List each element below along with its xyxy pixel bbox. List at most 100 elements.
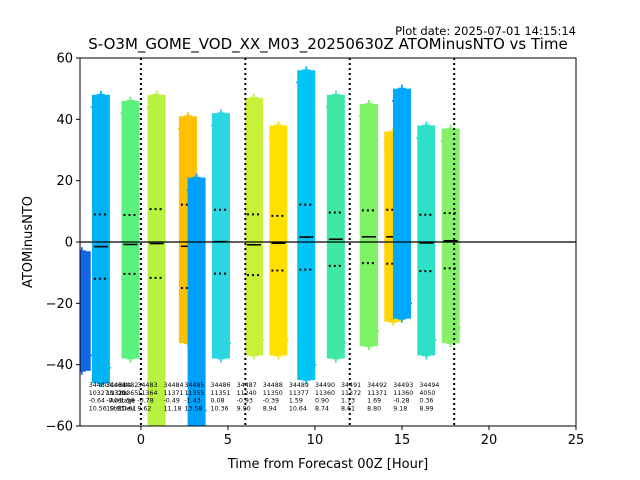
scatter-point	[192, 394, 201, 403]
stats-value: 11.18	[164, 405, 182, 412]
y-tick-label: 60	[56, 52, 73, 67]
scatter-point	[152, 422, 161, 426]
stats-value: 0.90	[315, 398, 329, 405]
stats-value: -0.28	[393, 398, 409, 405]
stats-value: 34493	[393, 382, 413, 389]
scatter-point	[146, 103, 155, 112]
stats-value: 8.94	[263, 405, 277, 412]
stats-value: 34486	[211, 382, 231, 389]
stats-value: 34484	[164, 382, 184, 389]
scatter-point	[152, 90, 161, 99]
scatter-point	[198, 406, 207, 415]
stats-value: 10.36	[211, 405, 229, 412]
scatter-point	[192, 198, 201, 207]
scatter-point	[296, 78, 305, 87]
x-axis-label: Time from Forecast 00Z [Hour]	[227, 457, 429, 472]
stats-value: 10.56	[89, 405, 107, 412]
data-series-5	[186, 173, 207, 426]
stats-value: 10.64	[289, 405, 307, 412]
stats-value: 34487	[237, 382, 257, 389]
stats-value: 4050	[419, 390, 435, 397]
stats-value: 9.18	[393, 405, 407, 412]
scatter-point	[192, 422, 201, 426]
series-band	[245, 97, 264, 356]
data-series-15	[440, 124, 461, 348]
scatter-point	[416, 133, 425, 142]
data-series-7	[244, 93, 265, 360]
x-tick-label: 15	[394, 433, 411, 448]
scatter-point	[80, 366, 86, 375]
scatter-point	[422, 146, 431, 154]
stats-annotations: 3448010327-0.6410.563448111320-0.0110.93…	[89, 382, 440, 412]
scatter-point	[428, 336, 437, 345]
axes: 0 5 10 15 20 25 −60 −40 −20 0 20 40 60	[46, 52, 585, 449]
scatter-point	[452, 323, 461, 332]
series-band	[359, 104, 378, 347]
scatter-point	[244, 106, 253, 115]
stats-value: 11371	[367, 390, 387, 397]
stats-value: 11320	[106, 390, 126, 397]
scatter-point	[192, 173, 201, 182]
stats-value: 11360	[393, 390, 413, 397]
scatter-point	[250, 93, 259, 102]
y-tick-label: −60	[46, 420, 73, 435]
stats-value: 11365	[118, 390, 138, 397]
scatter-point	[152, 394, 161, 403]
scatter-point	[325, 103, 334, 112]
stats-value: 11377	[289, 390, 309, 397]
scatter-point	[80, 271, 86, 280]
stats-value: 9.62	[137, 405, 151, 412]
data-series-0	[72, 247, 92, 375]
stats-value: 1.73	[341, 398, 355, 405]
series-band	[392, 88, 411, 319]
scatter-point	[331, 354, 340, 363]
scatter-point	[210, 121, 219, 130]
scatter-point	[422, 351, 431, 360]
series-band	[417, 125, 436, 356]
stats-value: -1.43	[184, 398, 200, 405]
stats-value: 34494	[419, 382, 439, 389]
x-tick-label: 10	[307, 433, 324, 448]
scatter-point	[250, 118, 259, 127]
stats-value: 11351	[211, 390, 231, 397]
data-series-9	[296, 66, 317, 384]
stats-value: Average	[110, 398, 136, 405]
scatter-point	[216, 133, 225, 142]
scatter-point	[302, 376, 311, 384]
scatter-point	[126, 121, 135, 130]
scatter-point	[186, 185, 195, 194]
stats-value: 11372	[341, 390, 361, 397]
scatter-point	[126, 326, 135, 335]
stats-value: 8.61	[341, 405, 355, 412]
scatter-point	[72, 259, 80, 267]
scatter-point	[391, 96, 400, 105]
scatter-point	[250, 323, 259, 332]
data-series-6	[210, 109, 231, 363]
stats-value: 34485	[184, 382, 204, 389]
stats-value: 11371	[164, 390, 184, 397]
stats-value: 34480	[89, 382, 109, 389]
scatter-point	[370, 326, 379, 335]
series-band	[91, 94, 110, 384]
stats-value: Std Dev	[110, 405, 135, 412]
scatter-point	[183, 112, 192, 121]
scatter-point	[102, 363, 111, 372]
scatter-point	[216, 326, 225, 335]
series-band	[121, 100, 140, 359]
scatter-point	[126, 354, 135, 363]
scatter-point	[96, 351, 105, 360]
stats-value: N Obs	[110, 390, 129, 397]
stats-value: 11350	[263, 390, 283, 397]
series-band	[211, 113, 230, 359]
series-band	[269, 125, 288, 356]
scatter-point	[256, 336, 265, 345]
stats-value: 34483	[137, 382, 157, 389]
x-tick-label: 5	[224, 433, 232, 448]
